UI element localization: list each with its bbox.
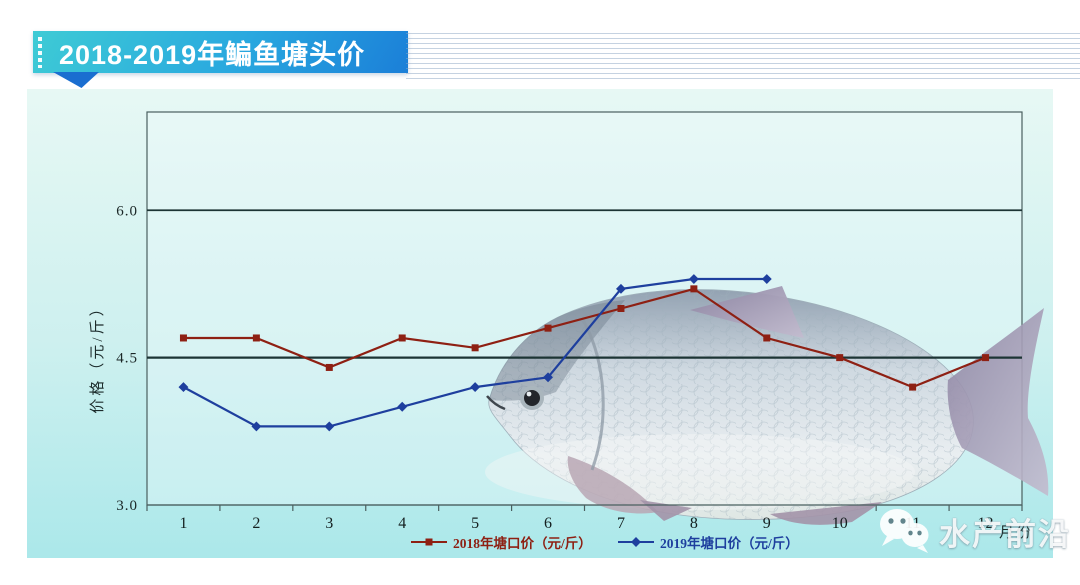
fish-gill-line <box>580 317 605 471</box>
page-title: 2018-2019年鳊鱼塘头价 <box>59 39 366 70</box>
legend-swatch-square-icon <box>411 538 447 546</box>
legend-item-2018: 2018年塘口价（元/斤） <box>411 532 592 552</box>
y-axis-label: 价格（元/斤） <box>90 298 106 414</box>
fish-image <box>485 286 1049 525</box>
svg-text:1: 1 <box>179 515 187 532</box>
fish-belly-highlight <box>485 434 915 510</box>
svg-text:4.5: 4.5 <box>116 351 138 367</box>
svg-text:11: 11 <box>905 515 920 532</box>
svg-text:7: 7 <box>617 515 625 532</box>
dashed-accent-icon <box>38 37 42 68</box>
fish-pectoral-fin <box>567 456 658 514</box>
svg-text:3.0: 3.0 <box>116 498 138 514</box>
svg-text:8: 8 <box>690 515 698 532</box>
svg-text:3: 3 <box>325 515 333 532</box>
svg-text:9: 9 <box>763 515 771 532</box>
fish-tail-fin <box>947 308 1049 496</box>
axis-tick-labels: 3.04.56.01 2 3 4 5 6 7 8 9 10 11 12 <box>116 203 993 532</box>
fish-scales <box>488 289 974 520</box>
svg-text:4: 4 <box>398 515 406 532</box>
fish-anal-fin <box>770 502 882 525</box>
fish-eye-glint <box>526 391 532 397</box>
legend-label: 2018年塘口价（元/斤） <box>453 536 592 551</box>
legend-swatch-diamond-icon <box>618 537 654 547</box>
fish-mouth <box>486 395 506 411</box>
legend-item-2019: 2019年塘口价（元/斤） <box>618 532 799 552</box>
svg-text:10: 10 <box>832 515 848 532</box>
legend-label: 2019年塘口价（元/斤） <box>660 536 799 551</box>
svg-text:5: 5 <box>471 515 479 532</box>
svg-text:6.0: 6.0 <box>116 203 138 219</box>
title-banner: 2018-2019年鳊鱼塘头价 <box>33 31 408 73</box>
data-series <box>178 274 990 432</box>
x-axis-label: 月份 <box>999 525 1034 541</box>
svg-text:2: 2 <box>252 515 260 532</box>
gridlines <box>147 209 1022 506</box>
fish-eye <box>524 390 540 406</box>
pinstripe-decoration <box>406 33 1080 83</box>
fish-dorsal-fin <box>690 286 804 338</box>
svg-text:6: 6 <box>544 515 552 532</box>
svg-text:12: 12 <box>978 515 994 532</box>
